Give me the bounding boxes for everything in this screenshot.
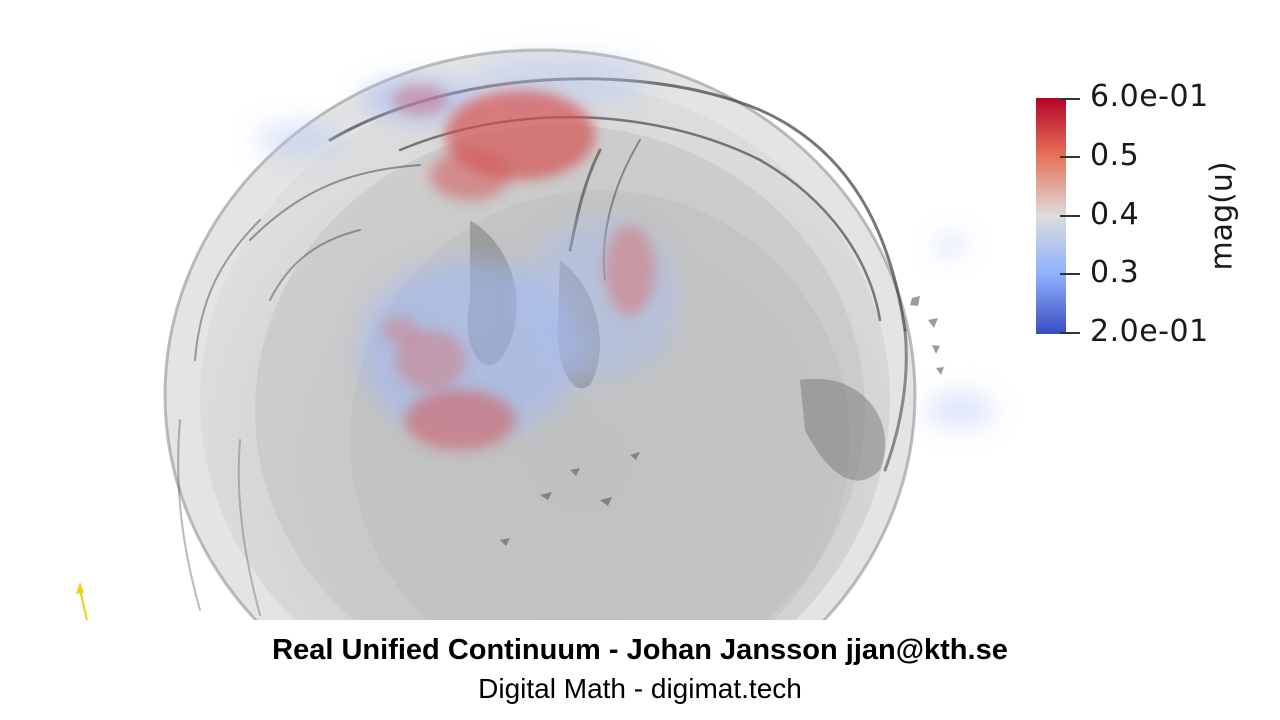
caption: Real Unified Continuum - Johan Jansson j… (0, 620, 1280, 720)
colorbar-label: 0.4 (1090, 197, 1140, 232)
orientation-axis (76, 582, 88, 620)
colorbar-max-label: 6.0e-01 (1090, 79, 1209, 114)
colorbar-title: mag(u) (1202, 156, 1242, 276)
colorbar-label: 0.5 (1090, 138, 1140, 173)
colorbar-legend: 6.0e-01 0.5 0.4 0.3 2.0e-01 mag(u) (1034, 82, 1254, 349)
colorbar-title-text: mag(u) (1204, 161, 1240, 271)
colorbar-tick (1060, 215, 1080, 217)
debris-fragments (500, 296, 944, 546)
colorbar-tick (1060, 98, 1080, 100)
colorbar-tick (1060, 332, 1080, 334)
caption-subtitle: Digital Math - digimat.tech (478, 673, 802, 704)
caption-title: Real Unified Continuum - Johan Jansson j… (272, 634, 1008, 666)
velocity-hotspots (382, 85, 655, 450)
render-viewport[interactable] (0, 0, 1280, 620)
colorbar-tick (1060, 156, 1080, 158)
simulation-render (76, 48, 995, 620)
colorbar-tick (1060, 273, 1080, 275)
colorbar-min-label: 2.0e-01 (1090, 314, 1209, 349)
colorbar-label: 0.3 (1090, 255, 1140, 290)
